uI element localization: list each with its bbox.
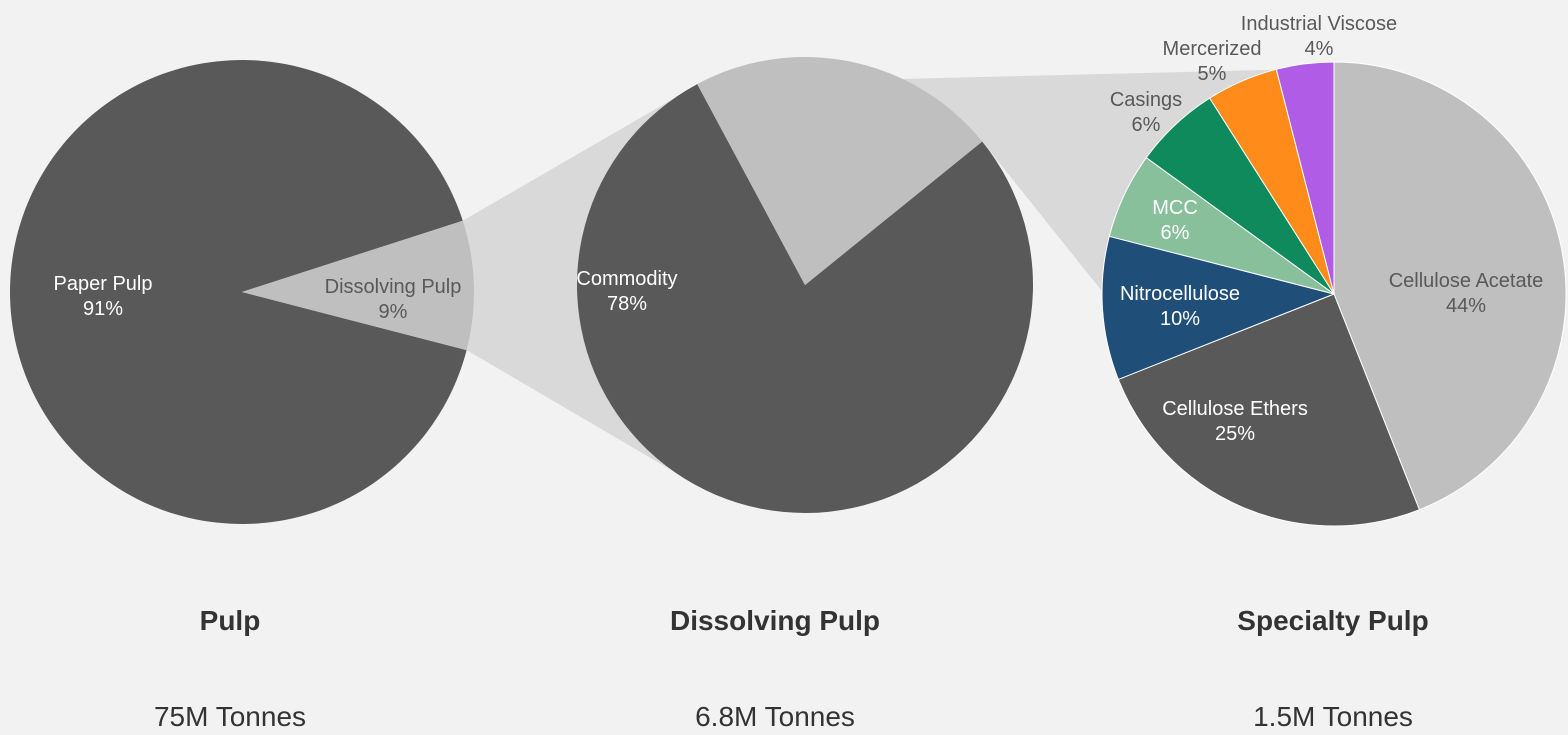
pie-total-specialty-pulp: 1.5M Tonnes (1253, 701, 1413, 732)
slice-label-mercerized: Mercerized (1163, 38, 1262, 60)
slice-percent-cellulose-ethers: 25% (1215, 423, 1255, 445)
pie-title-pulp: Pulp (199, 605, 261, 636)
pie-slice-paper-pulp (10, 60, 467, 524)
slice-percent-mcc: 6% (1161, 222, 1190, 244)
pie-title-specialty-pulp: Specialty Pulp (1237, 605, 1429, 636)
slice-percent-commodity: 78% (607, 293, 647, 315)
slice-label-cellulose-acetate: Cellulose Acetate (1389, 270, 1544, 292)
slice-label-specialty: Specialty (895, 265, 976, 287)
pie-slice-commodity (576, 84, 1033, 514)
slice-label-cellulose-ethers: Cellulose Ethers (1162, 398, 1308, 420)
pie-slice-cellulose-ethers (1117, 293, 1421, 527)
pie-title-dissolving-pulp: Dissolving Pulp (669, 605, 881, 636)
pie-slice-dissolving-pulp (242, 220, 474, 351)
pie-slice-industrial-viscose (1275, 61, 1335, 295)
slice-percent-mercerized: 5% (1198, 63, 1227, 85)
pie-slice-nitrocellulose (1101, 235, 1336, 381)
pie-total-dissolving-pulp: 6.8M Tonnes (695, 701, 855, 732)
slice-percent-industrial-viscose: 4% (1305, 38, 1334, 60)
slice-percent-nitrocellulose: 10% (1160, 308, 1200, 330)
slice-label-commodity: Commodity (576, 268, 677, 290)
slice-label-paper-pulp: Paper Pulp (54, 273, 153, 295)
slice-label-dissolving-pulp: Dissolving Pulp (325, 276, 462, 298)
slice-label-mcc: MCC (1152, 197, 1198, 219)
slice-label-nitrocellulose: Nitrocellulose (1120, 283, 1240, 305)
pie-slice-cellulose-acetate (1333, 61, 1567, 511)
slice-percent-specialty: 22% (916, 290, 956, 312)
pie-slice-specialty (697, 57, 983, 285)
slice-percent-dissolving-pulp: 9% (379, 301, 408, 323)
slice-label-industrial-viscose: Industrial Viscose (1241, 13, 1397, 35)
slice-label-casings: Casings (1110, 89, 1182, 111)
slice-percent-cellulose-acetate: 44% (1446, 295, 1486, 317)
pie-total-pulp: 75M Tonnes (153, 701, 307, 732)
slice-percent-paper-pulp: 91% (83, 298, 123, 320)
slice-percent-casings: 6% (1132, 114, 1161, 136)
